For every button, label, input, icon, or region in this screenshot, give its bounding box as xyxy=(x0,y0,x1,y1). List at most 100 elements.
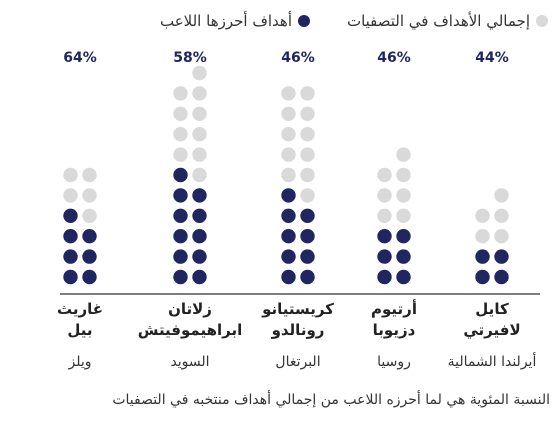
team-goal-dot xyxy=(396,208,411,223)
player-goal-dot xyxy=(377,269,392,285)
legend-item-player: أهداف أحرزها اللاعب xyxy=(160,10,310,32)
percentage-label: 58% xyxy=(173,50,207,66)
player-goal-dot xyxy=(173,269,188,285)
team-goal-dot xyxy=(281,127,296,142)
player-name-line: بيل xyxy=(67,321,92,339)
team-goal-dot xyxy=(281,106,296,122)
player-name-line: لافيرتي xyxy=(463,321,520,339)
percentage-label: 46% xyxy=(377,50,411,66)
player-goal-dot xyxy=(300,269,315,285)
team-goal-dot xyxy=(63,188,78,203)
team-goal-dot xyxy=(377,208,392,223)
player-name-line: كريستيانو xyxy=(261,300,334,318)
legend-dot-total xyxy=(536,15,548,27)
player-goal-dot xyxy=(63,249,78,264)
team-goal-dot xyxy=(396,167,411,183)
player-goal-dot xyxy=(494,269,509,285)
team-goal-dot xyxy=(300,86,315,101)
team-goal-dot xyxy=(281,86,296,101)
player-name-line: رونالدو xyxy=(271,321,325,339)
team-goal-dot xyxy=(475,229,490,244)
player-goal-dot xyxy=(475,269,490,285)
player-goal-dot xyxy=(63,269,78,285)
percentage-label: 64% xyxy=(63,50,97,66)
player-goal-dot xyxy=(494,249,509,264)
player-goal-dot xyxy=(281,229,296,244)
player-name-line: ابراهيموفيتش xyxy=(138,321,243,339)
team-goal-dot xyxy=(494,208,509,223)
team-goal-dot xyxy=(173,147,188,162)
country-label: ويلز xyxy=(67,354,91,370)
team-goal-dot xyxy=(192,106,207,122)
team-goal-dot xyxy=(63,167,78,183)
team-goal-dot xyxy=(82,167,97,183)
player-goal-dot xyxy=(300,229,315,244)
legend-dot-player xyxy=(298,15,310,27)
player-goal-dot xyxy=(396,229,411,244)
player-goal-dot xyxy=(192,249,207,264)
team-goal-dot xyxy=(173,86,188,101)
player-goal-dot xyxy=(192,208,207,223)
team-goal-dot xyxy=(82,208,97,223)
player-goal-dot xyxy=(300,208,315,223)
player-name-line: زلاتان xyxy=(168,300,212,318)
player-goal-dot xyxy=(475,249,490,264)
team-goal-dot xyxy=(475,208,490,223)
player-goal-dot xyxy=(173,249,188,264)
team-goal-dot xyxy=(396,147,411,162)
team-goal-dot xyxy=(300,106,315,122)
player-goal-dot xyxy=(82,229,97,244)
player-goal-dot xyxy=(281,208,296,223)
team-goal-dot xyxy=(82,188,97,203)
team-goal-dot xyxy=(494,229,509,244)
team-goal-dot xyxy=(377,167,392,183)
player-goal-dot xyxy=(192,269,207,285)
team-goal-dot xyxy=(300,127,315,142)
team-goal-dot xyxy=(192,86,207,101)
team-goal-dot xyxy=(300,188,315,203)
player-name-line: غاريث xyxy=(57,300,103,318)
team-goal-dot xyxy=(173,127,188,142)
player-goal-dot xyxy=(192,188,207,203)
player-goal-dot xyxy=(82,269,97,285)
player-goal-dot xyxy=(377,249,392,264)
player-goal-dot xyxy=(173,167,188,183)
team-goal-dot xyxy=(192,147,207,162)
team-goal-dot xyxy=(494,188,509,203)
team-goal-dot xyxy=(377,188,392,203)
legend-item-total: إجمالي الأهداف في التصفيات xyxy=(347,10,548,32)
percentage-label: 46% xyxy=(281,50,315,66)
team-goal-dot xyxy=(192,65,207,81)
team-goal-dot xyxy=(281,167,296,183)
team-goal-dot xyxy=(281,147,296,162)
player-name-line: كايل xyxy=(475,300,509,318)
player-name-line: دزيوبا xyxy=(373,321,416,339)
team-goal-dot xyxy=(173,106,188,122)
player-goal-dot xyxy=(281,249,296,264)
team-goal-dot xyxy=(396,188,411,203)
player-goal-dot xyxy=(173,229,188,244)
country-label: أيرلندا الشمالية xyxy=(448,352,537,370)
player-name-line: أرتيوم xyxy=(371,299,417,318)
team-goal-dot xyxy=(300,147,315,162)
footnote: النسبة المئوية هي لما أحرزه اللاعب من إج… xyxy=(112,392,550,408)
player-goal-dot xyxy=(192,229,207,244)
country-label: السويد xyxy=(170,354,209,370)
legend-label-total: إجمالي الأهداف في التصفيات xyxy=(346,12,530,30)
player-goal-dot xyxy=(63,208,78,223)
country-label: روسيا xyxy=(377,354,411,370)
legend-label-player: أهداف أحرزها اللاعب xyxy=(159,12,292,30)
player-goal-dot xyxy=(281,269,296,285)
player-goal-dot xyxy=(396,249,411,264)
player-goal-dot xyxy=(63,229,78,244)
player-goal-dot xyxy=(300,249,315,264)
player-goal-dot xyxy=(82,249,97,264)
team-goal-dot xyxy=(300,167,315,183)
player-goal-dot xyxy=(396,269,411,285)
percentage-label: 44% xyxy=(475,50,509,66)
player-goal-dot xyxy=(377,229,392,244)
player-goal-dot xyxy=(173,208,188,223)
country-label: البرتغال xyxy=(275,354,320,370)
